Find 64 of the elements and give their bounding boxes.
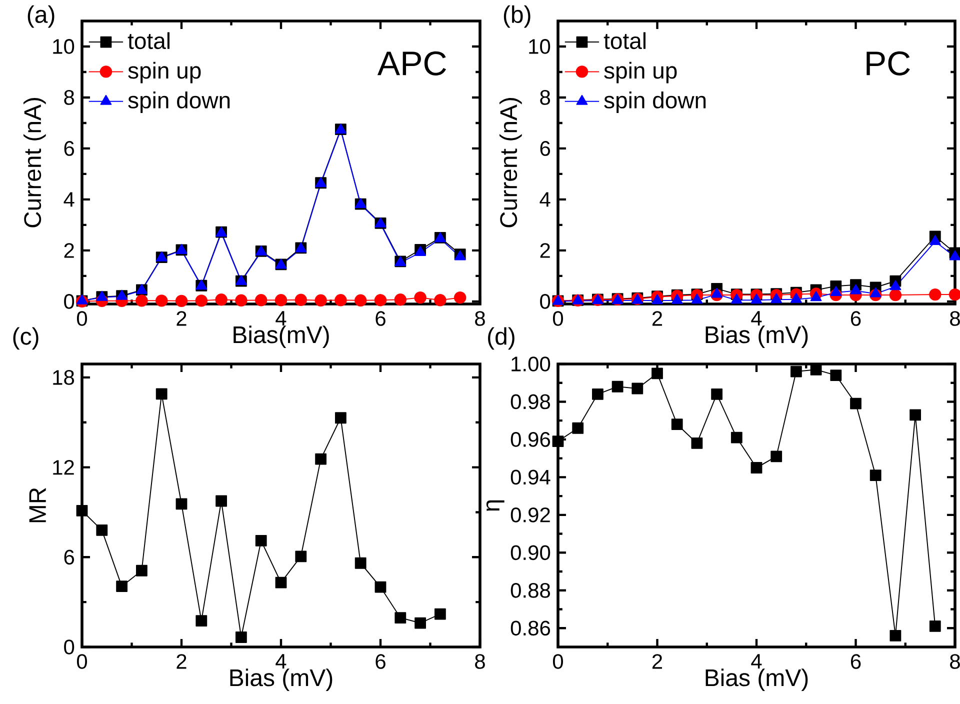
y-tick-label: 10 [529, 39, 550, 54]
x-tick-label: 2 [652, 654, 662, 669]
text: (d) [488, 327, 514, 350]
y-tick-label: 12 [53, 460, 74, 475]
x-axis-title: Bias (mV) [706, 668, 808, 691]
y-tick-label: 2 [540, 243, 550, 258]
text: (b) [504, 5, 530, 28]
y-tick-label: 10 [53, 39, 74, 54]
y-axis-title: Current (nA) [24, 98, 46, 228]
x-tick-label: 8 [475, 654, 485, 669]
text: (c) [13, 327, 38, 350]
x-tick-label: 4 [276, 654, 286, 668]
y-tick-label: 0.88 [510, 582, 550, 598]
x-tick-label: 6 [376, 311, 386, 326]
y-tick-label: 0.86 [510, 620, 550, 636]
y-tick-label: 0.96 [510, 432, 550, 447]
y-tick-label: 18 [53, 370, 74, 385]
y-tick-label: 0 [64, 640, 74, 654]
y-tick-label: 0 [64, 294, 74, 309]
y-axis-title: MR [29, 488, 46, 522]
x-tick-label: 6 [376, 654, 386, 669]
legend-label: spin down [128, 92, 230, 113]
y-tick-label: 6 [540, 141, 550, 156]
annotation: PC [866, 51, 910, 76]
y-tick-label: 1.00 [512, 356, 550, 372]
legend-label: total [128, 32, 170, 50]
annotation: APC [377, 51, 446, 76]
y-axis-title: Current (nA) [500, 98, 522, 228]
y-tick-label: 0.90 [510, 545, 550, 560]
x-tick-label: 0 [552, 311, 564, 326]
x-tick-label: 6 [850, 654, 861, 669]
y-tick-label: 6 [64, 550, 74, 565]
x-tick-label: 2 [176, 654, 186, 669]
y-tick-label: 8 [64, 90, 74, 105]
x-tick-label: 8 [475, 311, 485, 326]
x-tick-label: 6 [850, 311, 861, 326]
y-tick-label: 0 [540, 294, 550, 309]
x-axis-title: Bias (mV) [230, 668, 332, 691]
y-axis-title: η [486, 500, 504, 511]
x-tick-label: 0 [76, 311, 88, 326]
y-tick-label: 4 [64, 192, 74, 207]
x-tick-label: 2 [176, 311, 186, 326]
legend-label: spin up [604, 62, 677, 84]
legend-label: total [604, 32, 646, 50]
x-tick-label: 0 [552, 654, 564, 669]
x-tick-label: 4 [751, 311, 762, 326]
y-tick-label: 0.98 [510, 394, 550, 410]
x-tick-label: 0 [76, 654, 88, 669]
y-tick-label: 4 [540, 192, 550, 207]
y-tick-label: 0.92 [510, 508, 550, 522]
text: (a) [28, 5, 54, 28]
y-tick-label: 0.94 [510, 470, 550, 485]
x-tick-label: 2 [652, 311, 662, 326]
x-tick-label: 8 [950, 654, 960, 669]
x-tick-label: 4 [751, 654, 762, 668]
x-axis-title: Bias (mV) [706, 326, 808, 348]
legend-label: spin up [128, 62, 201, 84]
x-tick-label: 8 [950, 311, 960, 326]
y-tick-label: 6 [64, 141, 74, 156]
x-axis-title: Bias(mV) [234, 326, 329, 348]
x-tick-label: 4 [276, 311, 286, 326]
y-tick-label: 8 [540, 90, 550, 105]
legend-label: spin down [604, 92, 706, 113]
y-tick-label: 2 [64, 243, 74, 258]
